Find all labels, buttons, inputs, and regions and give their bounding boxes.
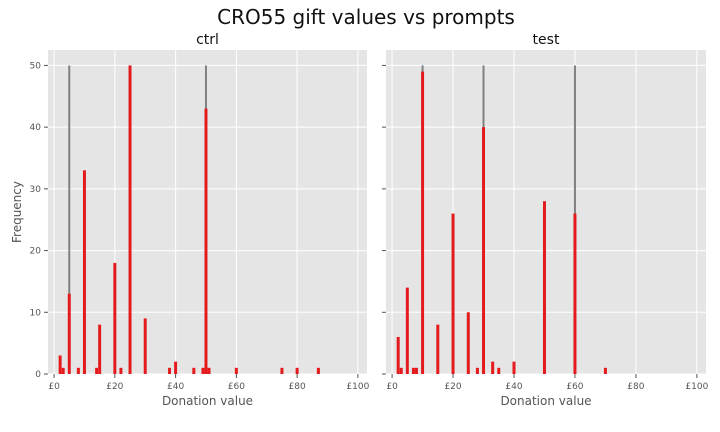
x-tick-label: £60	[566, 382, 583, 392]
histogram-bar	[603, 367, 607, 374]
histogram-bar	[95, 367, 99, 374]
histogram-bar	[67, 293, 71, 374]
prompt-line	[68, 65, 71, 374]
histogram-bar	[411, 367, 415, 374]
histogram-bar	[405, 287, 409, 374]
histogram-bar	[98, 324, 102, 374]
histogram-bar	[512, 361, 516, 374]
histogram-bar	[58, 355, 62, 374]
x-axis-label: Donation value	[500, 394, 591, 408]
x-tick-label: £80	[289, 382, 306, 392]
histogram-bar	[482, 127, 486, 375]
x-axis-label: Donation value	[162, 394, 253, 408]
figure-title: CRO55 gift values vs prompts	[217, 5, 515, 29]
histogram-bar	[475, 367, 479, 374]
panel-test: £0 £20 £40 £60 £80 £100 test Donation value	[382, 32, 709, 408]
x-tick-label: £100	[346, 382, 369, 392]
x-tick-label: £20	[444, 382, 461, 392]
x-tick-label: £100	[685, 382, 708, 392]
histogram-bar	[82, 170, 86, 374]
histogram-bar	[436, 324, 440, 374]
plot-area	[48, 50, 367, 374]
histogram-bar	[316, 367, 320, 374]
histogram-bar	[61, 367, 65, 374]
x-tick-label: £80	[627, 382, 644, 392]
histogram-bar	[280, 367, 284, 374]
x-tick-label: £20	[106, 382, 123, 392]
panel-ctrl: £0 £20 £40 £60 £80 £100 0 10 20 30 40 50 ctrl Donatio…	[10, 32, 370, 408]
histogram-bar	[168, 367, 172, 374]
histogram-bar	[451, 213, 455, 374]
x-tick-label: £0	[48, 382, 60, 392]
histogram-bar	[234, 367, 238, 374]
histogram-bar	[542, 201, 546, 374]
histogram-bar	[573, 213, 577, 374]
x-tick-label: £40	[167, 382, 184, 392]
y-tick-label: 30	[30, 185, 42, 195]
y-tick-label: 10	[30, 308, 42, 318]
histogram-bar	[207, 367, 211, 374]
histogram-bar	[414, 367, 418, 374]
histogram-bar	[201, 367, 205, 374]
histogram-bar	[113, 262, 117, 374]
histogram-bar	[192, 367, 196, 374]
histogram-bar	[497, 367, 501, 374]
histogram-bar	[466, 312, 470, 374]
histogram-bar	[396, 336, 400, 374]
panel-title: test	[533, 32, 560, 48]
y-tick-label: 0	[35, 370, 41, 380]
histogram-bar	[491, 361, 495, 374]
x-tick-label: £40	[505, 382, 522, 392]
x-tick-label: £0	[386, 382, 398, 392]
plot-area	[386, 50, 706, 374]
histogram-bar	[174, 361, 178, 374]
y-axis-label: Frequency	[10, 181, 24, 243]
histogram-bar	[399, 367, 403, 374]
histogram-bar	[421, 71, 425, 374]
y-tick-label: 20	[30, 247, 42, 257]
histogram-bar	[119, 367, 123, 374]
histogram-bar	[204, 108, 208, 374]
histogram-bar	[143, 318, 147, 374]
histogram-bar	[128, 65, 132, 374]
y-tick-label: 50	[30, 61, 42, 71]
panel-title: ctrl	[196, 32, 219, 48]
histogram-bar	[76, 367, 80, 374]
histogram-bar	[295, 367, 299, 374]
y-tick-label: 40	[30, 123, 42, 133]
x-tick-label: £60	[228, 382, 245, 392]
